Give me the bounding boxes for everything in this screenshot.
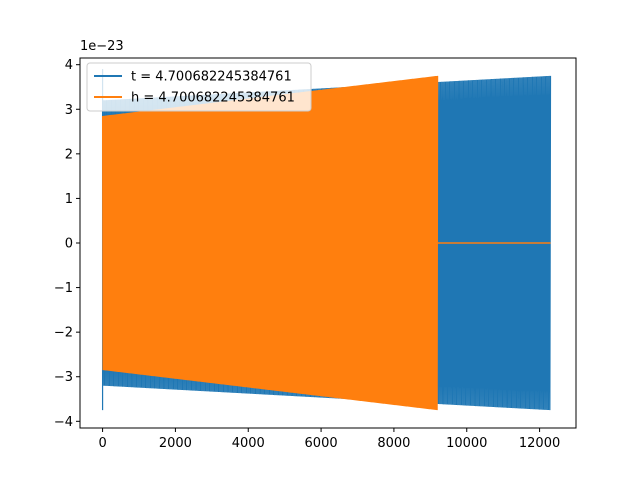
x-tick-label: 8000 xyxy=(377,436,410,451)
series-line xyxy=(101,75,439,411)
y-tick-label: 3 xyxy=(65,103,73,118)
y-tick-label: 4 xyxy=(65,58,73,73)
x-axis: 0 2000 4000 6000 8000 10000 12000 xyxy=(98,428,560,451)
legend-box xyxy=(86,62,312,112)
y-axis: −4 −3 −2 −1 0 1 2 3 4 xyxy=(54,58,80,430)
x-tick-label: 0 xyxy=(98,436,106,451)
x-tick-label: 12000 xyxy=(519,436,560,451)
legend: t = 4.700682245384761 h = 4.7006822453847… xyxy=(86,62,312,112)
x-tick-label: 10000 xyxy=(446,436,487,451)
x-tick-label: 6000 xyxy=(305,436,338,451)
legend-entry-label: t = 4.700682245384761 xyxy=(131,70,292,85)
x-tick-label: 2000 xyxy=(159,436,192,451)
y-offset-label: 1e−23 xyxy=(80,39,124,54)
series-line xyxy=(101,69,552,411)
series-t xyxy=(101,69,552,411)
y-tick-label: −1 xyxy=(54,281,73,296)
x-tick-label: 4000 xyxy=(232,436,265,451)
y-tick-label: 2 xyxy=(65,147,73,162)
y-tick-label: −4 xyxy=(54,415,73,430)
y-tick-label: 0 xyxy=(65,237,73,252)
y-tick-label: −2 xyxy=(54,326,73,341)
legend-entry-label: h = 4.700682245384761 xyxy=(131,91,295,106)
y-tick-label: −3 xyxy=(54,370,73,385)
plot-area xyxy=(101,69,552,411)
y-tick-label: 1 xyxy=(65,192,73,207)
